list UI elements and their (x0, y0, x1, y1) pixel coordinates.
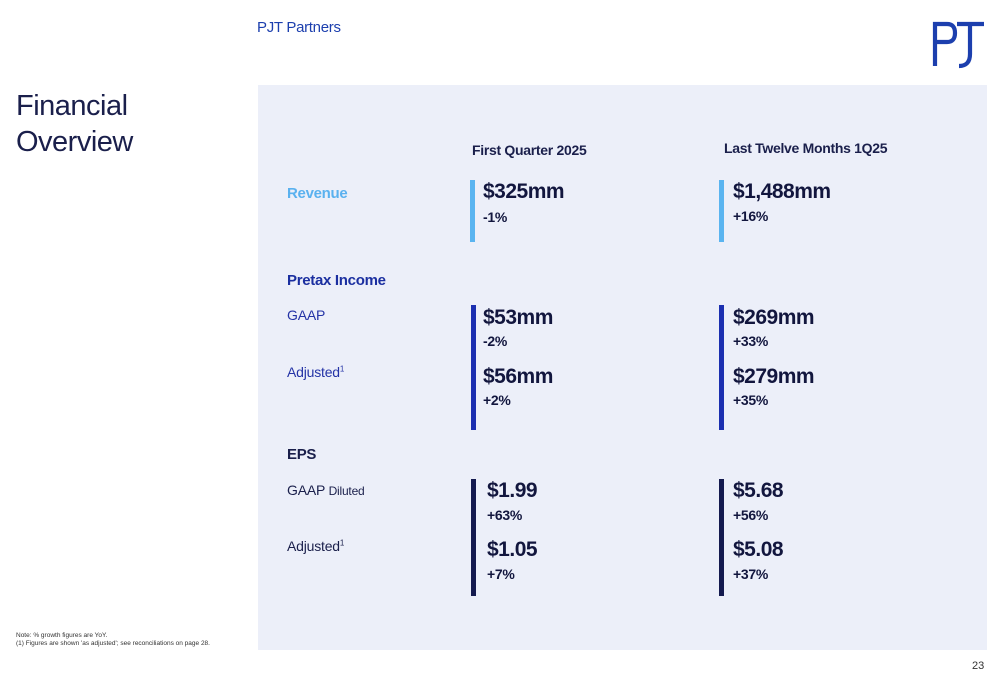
revenue-q-bar (470, 180, 475, 242)
eps-gaap-q-change: +63% (487, 507, 522, 523)
pjt-logo-icon (932, 21, 984, 69)
eps-adjusted-label: Adjusted1 (287, 538, 345, 554)
eps-gaap-label: GAAP Diluted (287, 482, 365, 498)
eps-adj-ltm-change: +37% (733, 566, 768, 582)
pretax-adj-ltm-value: $279mm (733, 365, 815, 388)
eps-label: EPS (287, 446, 317, 463)
brand-name: PJT Partners (257, 19, 341, 36)
revenue-ltm-bar (719, 180, 724, 242)
eps-adj-ltm-value: $5.08 (733, 538, 784, 561)
revenue-ltm-value: $1,488mm (733, 180, 831, 203)
column-header-ltm: Last Twelve Months 1Q25 (724, 140, 888, 156)
footnotes: Note: % growth figures are YoY. (1) Figu… (16, 632, 210, 648)
pretax-adj-q-change: +2% (483, 392, 511, 408)
pretax-adjusted-label: Adjusted1 (287, 364, 345, 380)
pretax-adj-ltm-change: +35% (733, 392, 768, 408)
pretax-gaap-label: GAAP (287, 307, 326, 323)
revenue-label: Revenue (287, 185, 348, 202)
pretax-adj-q-value: $56mm (483, 365, 553, 388)
eps-adj-q-change: +7% (487, 566, 515, 582)
eps-adj-q-value: $1.05 (487, 538, 538, 561)
pretax-ltm-bar (719, 305, 724, 430)
financial-panel (258, 85, 987, 650)
footnote-growth: Note: % growth figures are YoY. (16, 632, 108, 639)
pretax-gaap-q-value: $53mm (483, 306, 553, 329)
page-number: 23 (972, 660, 985, 672)
pretax-gaap-q-change: -2% (483, 333, 507, 349)
footnote-adjusted: (1) Figures are shown 'as adjusted'; see… (16, 640, 210, 647)
page-title: Financial Overview (16, 90, 133, 158)
eps-gaap-ltm-change: +56% (733, 507, 768, 523)
eps-q-bar (471, 479, 476, 596)
eps-gaap-ltm-value: $5.68 (733, 479, 784, 502)
pretax-gaap-ltm-change: +33% (733, 333, 768, 349)
pretax-income-label: Pretax Income (287, 272, 386, 289)
eps-gaap-q-value: $1.99 (487, 479, 538, 502)
revenue-q-value: $325mm (483, 180, 565, 203)
eps-ltm-bar (719, 479, 724, 596)
revenue-ltm-change: +16% (733, 208, 768, 224)
revenue-q-change: -1% (483, 209, 507, 225)
column-header-quarter: First Quarter 2025 (472, 142, 587, 158)
pretax-q-bar (471, 305, 476, 430)
pretax-gaap-ltm-value: $269mm (733, 306, 815, 329)
